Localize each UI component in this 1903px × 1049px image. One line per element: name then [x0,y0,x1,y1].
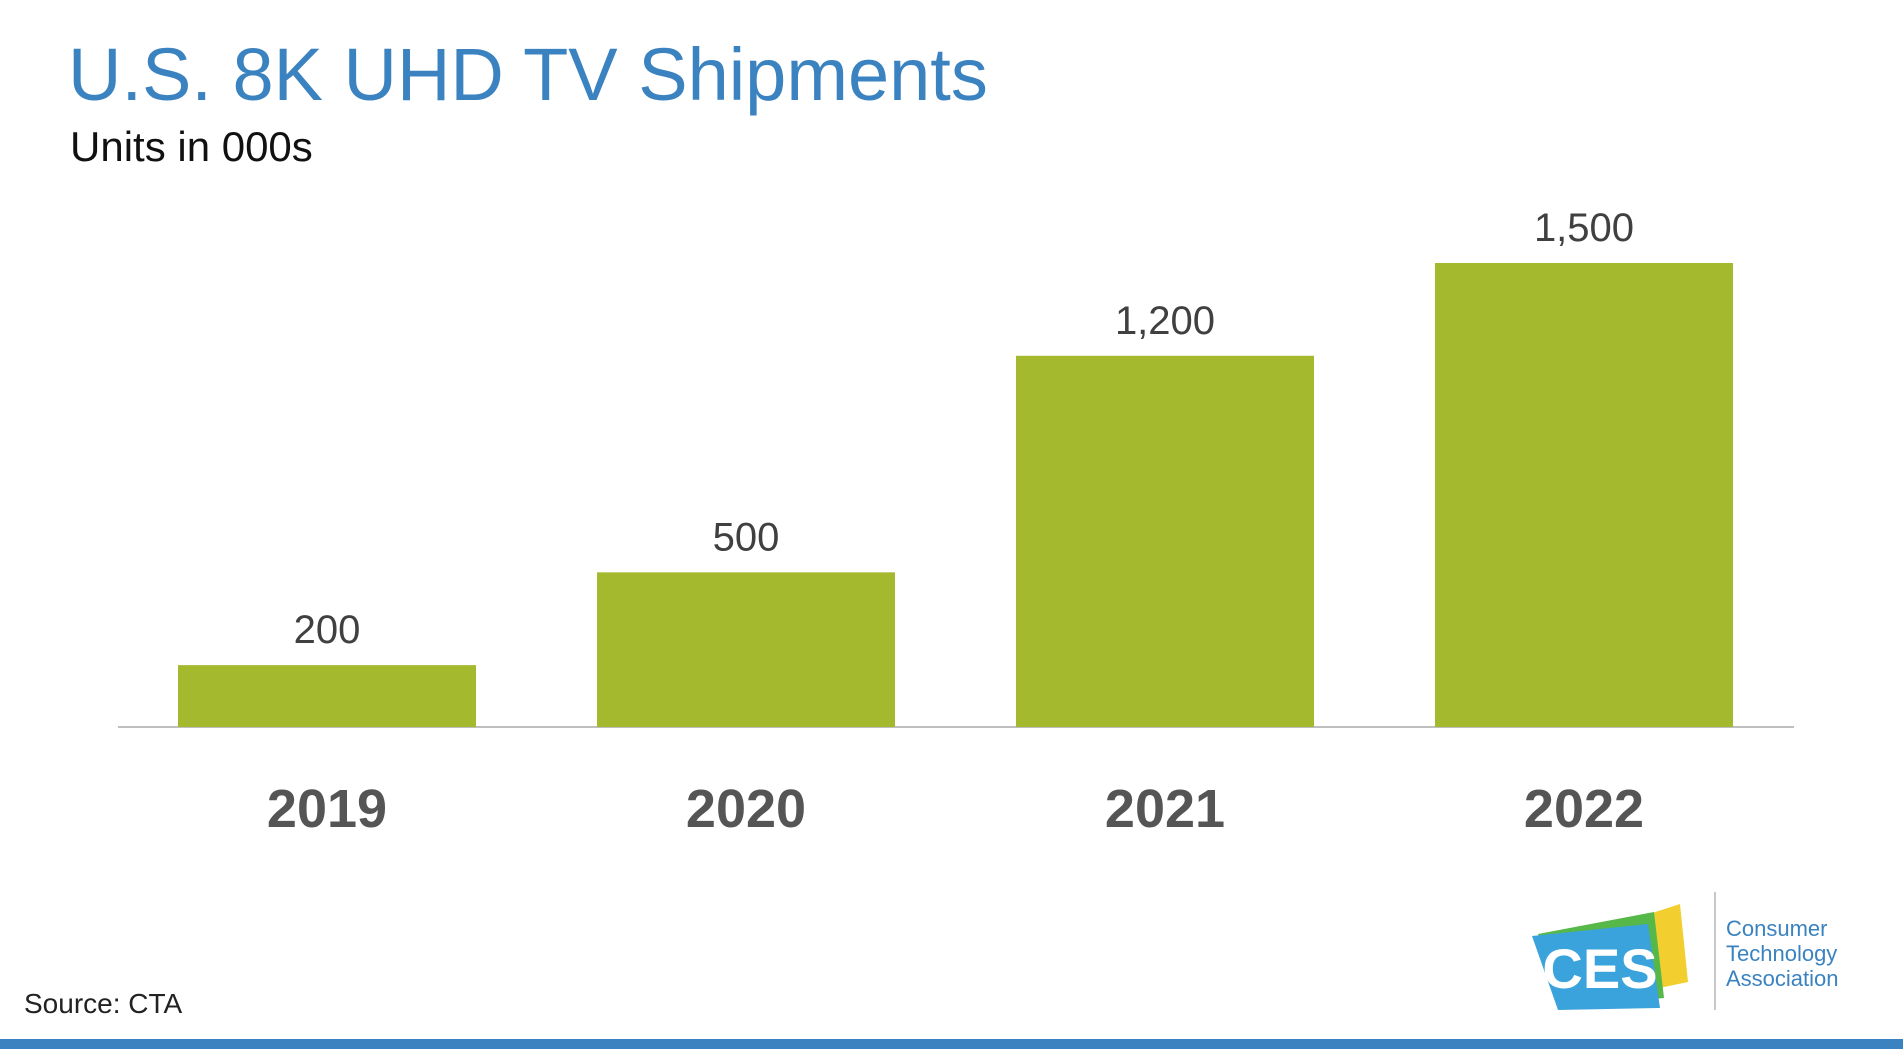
cta-wordmark: Consumer Technology Association [1726,916,1839,991]
category-label-2019: 2019 [267,779,387,839]
category-label-2020: 2020 [686,779,806,839]
value-label-2021: 1,200 [1115,299,1215,343]
category-label-2022: 2022 [1524,779,1644,839]
logo-divider [1714,892,1716,1010]
cta-wordmark-line1: Consumer [1726,916,1828,941]
ces-logo-text: CES [1542,937,1657,1000]
value-label-2020: 500 [713,515,780,559]
ces-logo-mark: CES [1532,904,1688,1010]
bar-2019 [178,665,476,727]
bar-group: 200 2019 500 2020 1,200 2021 1,500 2022 [178,206,1733,839]
cta-wordmark-line2: Technology [1726,941,1838,966]
bar-2021 [1016,355,1314,727]
cta-wordmark-line3: Association [1726,966,1839,991]
cta-ces-logo: CES Consumer Technology Association [1530,890,1890,1015]
bar-2020 [597,572,895,727]
value-label-2019: 200 [294,608,361,652]
chart-title: U.S. 8K UHD TV Shipments [68,33,988,116]
source-note: Source: CTA [24,988,183,1019]
bar-chart: 200 2019 500 2020 1,200 2021 1,500 2022 [118,206,1794,839]
category-label-2021: 2021 [1105,779,1225,839]
bar-2022 [1435,263,1733,727]
footer-bar [0,1039,1903,1049]
value-label-2022: 1,500 [1534,206,1634,250]
chart-subtitle: Units in 000s [70,123,313,170]
